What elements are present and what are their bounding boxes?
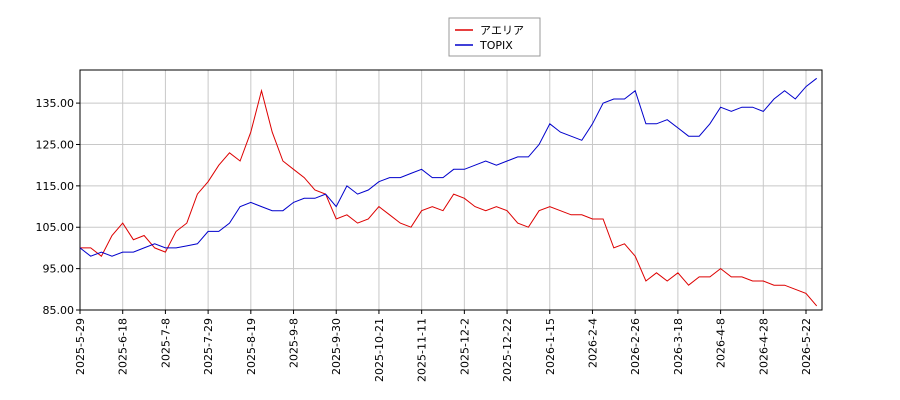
x-tick-label: 2026-4-8 bbox=[715, 318, 728, 368]
series-line bbox=[80, 88, 818, 307]
y-tick-label: 95.00 bbox=[43, 263, 75, 276]
x-tick-label: 2025-7-29 bbox=[202, 318, 215, 375]
y-tick-label: 125.00 bbox=[36, 138, 75, 151]
x-tick-label: 2026-4-28 bbox=[757, 318, 770, 375]
y-tick-label: 135.00 bbox=[36, 97, 75, 110]
y-tick-label: 85.00 bbox=[43, 304, 75, 317]
y-tick-label: 115.00 bbox=[36, 180, 75, 193]
x-tick-label: 2025-11-11 bbox=[416, 318, 429, 382]
x-tick-label: 2025-7-8 bbox=[159, 318, 172, 368]
x-tick-label: 2026-2-26 bbox=[629, 318, 642, 375]
x-tick-label: 2026-3-18 bbox=[672, 318, 685, 375]
x-tick-label: 2025-10-21 bbox=[373, 318, 386, 382]
x-tick-label: 2025-5-29 bbox=[74, 318, 87, 375]
x-tick-label: 2026-1-15 bbox=[544, 318, 557, 375]
series-line bbox=[79, 77, 818, 257]
x-tick-label: 2026-5-22 bbox=[800, 318, 813, 375]
y-tick-label: 105.00 bbox=[36, 221, 75, 234]
legend-box bbox=[448, 17, 541, 57]
plot-frame bbox=[79, 69, 823, 311]
x-tick-label: 2025-12-2 bbox=[458, 318, 471, 375]
x-tick-label: 2025-12-22 bbox=[501, 318, 514, 382]
x-tick-label: 2025-9-8 bbox=[288, 318, 301, 368]
x-tick-label: 2025-6-18 bbox=[117, 318, 130, 375]
legend-label: TOPIX bbox=[479, 39, 513, 52]
x-tick-label: 2025-9-30 bbox=[330, 318, 343, 375]
x-tick-label: 2026-2-4 bbox=[586, 318, 599, 368]
legend-label: アエリア bbox=[480, 24, 524, 37]
x-tick-label: 2025-8-19 bbox=[245, 318, 258, 375]
